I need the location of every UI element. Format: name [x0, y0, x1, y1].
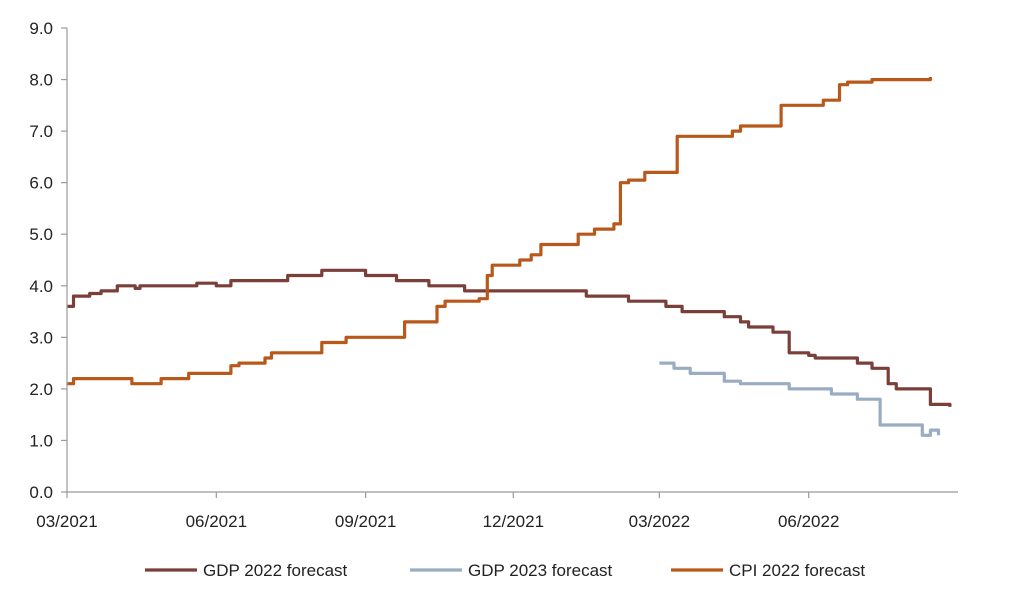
legend-item-gdp-2023-forecast: GDP 2023 forecast	[410, 561, 613, 580]
y-tick-label: 1.0	[29, 431, 53, 450]
legend-item-gdp-2022-forecast: GDP 2022 forecast	[145, 561, 348, 580]
y-axis-ticks: 0.0 1.0 2.0 3.0 4.0 5.0 6.0 7.0 8.0 9.0	[29, 19, 67, 502]
y-tick-label: 6.0	[29, 174, 53, 193]
y-tick-label: 4.0	[29, 277, 53, 296]
y-tick-label: 0.0	[29, 483, 53, 502]
x-tick-label: 03/2021	[36, 512, 97, 531]
x-tick-label: 06/2022	[778, 512, 839, 531]
x-axis-ticks: 03/2021 06/2021 09/2021 12/2021 03/2022 06/20…	[36, 492, 839, 531]
x-tick-label: 12/2021	[483, 512, 544, 531]
series-line-cpi-2022-forecast	[67, 77, 932, 386]
legend-label: GDP 2022 forecast	[203, 561, 348, 580]
legend: GDP 2022 forecast GDP 2023 forecast CPI 20…	[145, 561, 865, 580]
x-tick-label: 03/2022	[629, 512, 690, 531]
series-line-gdp-2023-forecast	[659, 361, 941, 437]
series-layer	[67, 77, 952, 437]
y-tick-label: 5.0	[29, 225, 53, 244]
y-tick-label: 9.0	[29, 19, 53, 38]
y-tick-label: 7.0	[29, 122, 53, 141]
legend-item-cpi-2022-forecast: CPI 2022 forecast	[671, 561, 865, 580]
legend-label: GDP 2023 forecast	[468, 561, 613, 580]
legend-label: CPI 2022 forecast	[729, 561, 865, 580]
x-tick-label: 06/2021	[186, 512, 247, 531]
axes-layer	[66, 28, 958, 493]
y-tick-label: 8.0	[29, 71, 53, 90]
y-tick-label: 3.0	[29, 328, 53, 347]
x-tick-label: 09/2021	[335, 512, 396, 531]
series-line-gdp-2022-forecast	[67, 268, 952, 407]
y-tick-label: 2.0	[29, 380, 53, 399]
